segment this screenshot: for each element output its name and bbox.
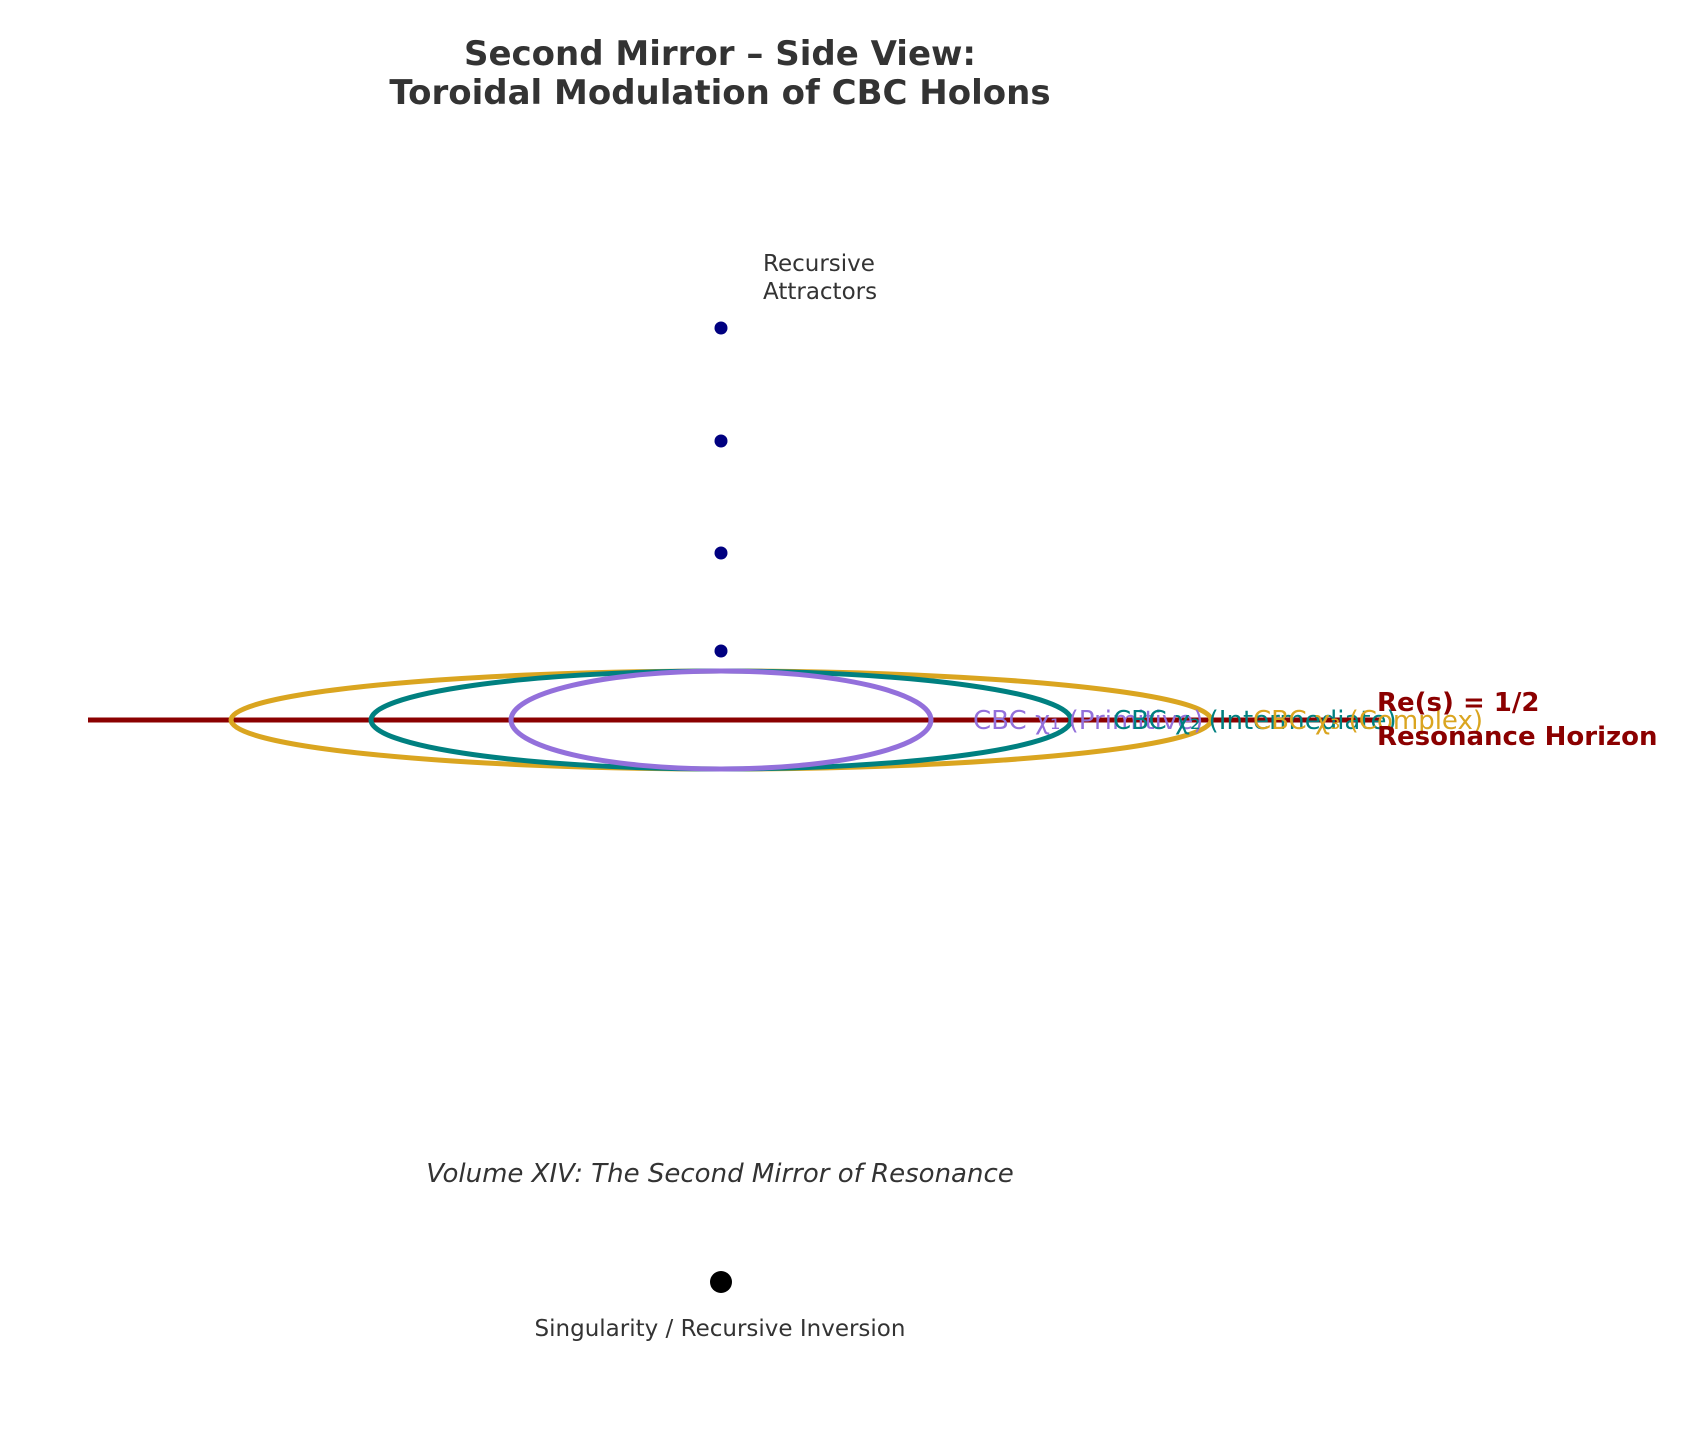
attractor-point: [714, 546, 728, 560]
attractor-point: [714, 434, 728, 448]
attractor-point: [714, 321, 728, 335]
holon-label-intermediate: CBC χ₂ (Intermediate): [1113, 706, 1397, 736]
singularity-point: [710, 1271, 732, 1293]
title-line-2: Toroidal Modulation of CBC Holons: [389, 73, 1050, 113]
volume-subtitle: Volume XIV: The Second Mirror of Resonan…: [426, 1159, 1014, 1189]
attractors-label-line-2: Attractors: [763, 279, 877, 305]
title-line-1: Second Mirror – Side View:: [464, 34, 976, 74]
holon-label-primitive: CBC χ₁ (Primitive): [973, 706, 1203, 736]
attractor-point: [714, 644, 728, 658]
horizon-label-line-2: Resonance Horizon: [1377, 722, 1658, 752]
attractors-label-line-1: Recursive: [763, 251, 875, 277]
singularity-label: Singularity / Recursive Inversion: [535, 1316, 906, 1342]
holon-label-complex: CBC χ₃ (Complex): [1253, 706, 1483, 736]
horizon-label-line-1: Re(s) = 1/2: [1377, 688, 1539, 718]
holon-ellipse-primitive: [508, 668, 934, 772]
